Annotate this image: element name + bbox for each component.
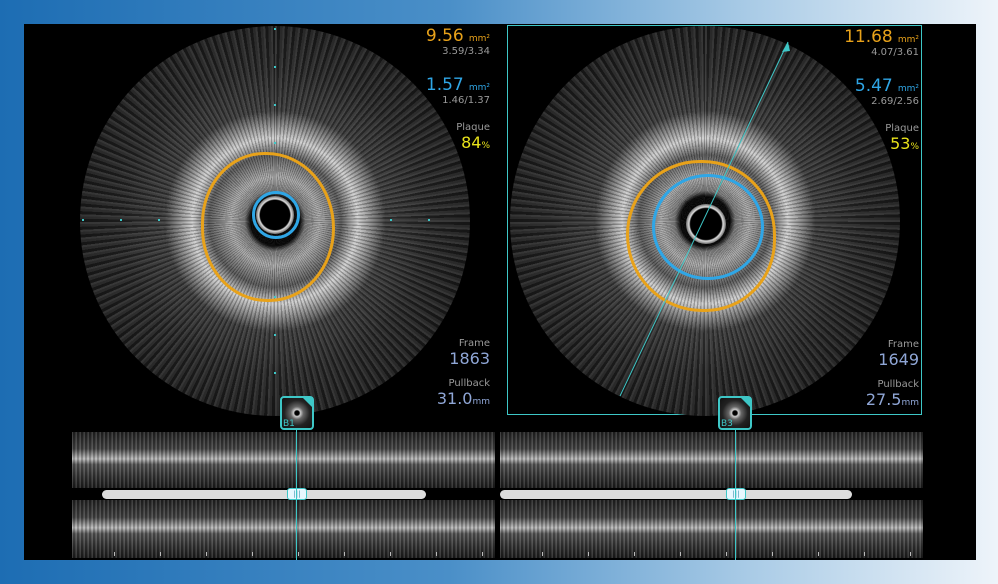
- bookmark-label: B3: [721, 419, 733, 429]
- frame-label: Frame: [458, 338, 490, 349]
- eem-unit: mm²: [468, 34, 490, 44]
- diameter-measurement-line[interactable]: [508, 26, 923, 416]
- plaque-value: 84: [461, 133, 482, 152]
- plaque-value: 53: [890, 134, 911, 153]
- eem-area: 11.68: [844, 27, 893, 47]
- lumen-diameters: 2.69/2.56: [871, 96, 919, 107]
- left-frame-slider[interactable]: |||: [102, 488, 426, 500]
- pullback-label: Pullback: [877, 379, 919, 390]
- left-longitudinal-view-top[interactable]: [72, 432, 495, 488]
- pullback-value: 31.0: [436, 389, 473, 408]
- pullback-label: Pullback: [448, 378, 490, 389]
- catheter: [256, 196, 294, 234]
- pullback-unit: mm: [472, 397, 490, 407]
- lumen-area: 5.47: [854, 76, 893, 96]
- frame-info: Frame 1649 Pullback 27.5mm: [819, 339, 919, 409]
- ivus-thumbnail-icon: [740, 397, 751, 408]
- measurements: 9.56 mm² 3.59/3.34 1.57 mm² 1.46/1.37 Pl…: [390, 26, 490, 152]
- eem-diameters: 3.59/3.34: [442, 46, 490, 57]
- eem-area: 9.56: [425, 26, 464, 46]
- slider-thumb[interactable]: |||: [726, 488, 746, 500]
- lumen-contour[interactable]: [652, 174, 764, 280]
- right-frame-slider[interactable]: |||: [500, 488, 852, 500]
- frame-label: Frame: [887, 339, 919, 350]
- bookmark-label: B1: [283, 419, 295, 429]
- plaque-unit: %: [910, 142, 919, 152]
- plaque-unit: %: [481, 141, 490, 151]
- plaque-label: Plaque: [885, 123, 919, 134]
- length-scale: [114, 552, 494, 556]
- lumen-diameters: 1.46/1.37: [442, 95, 490, 106]
- lumen-unit: mm²: [468, 83, 490, 93]
- bookmark-b3[interactable]: B3: [718, 396, 752, 430]
- right-longitudinal-view-top[interactable]: [500, 432, 923, 488]
- eem-contour[interactable]: [626, 160, 776, 312]
- right-frame-cursor[interactable]: [735, 424, 736, 560]
- left-longitudinal-view-bottom[interactable]: [72, 500, 495, 558]
- frame-value: 1863: [449, 349, 490, 368]
- left-cross-section-panel[interactable]: 9.56 mm² 3.59/3.34 1.57 mm² 1.46/1.37 Pl…: [24, 24, 496, 424]
- frame-info: Frame 1863 Pullback 31.0mm: [390, 338, 490, 408]
- eem-diameters: 4.07/3.61: [871, 47, 919, 58]
- catheter: [686, 204, 726, 244]
- right-cross-section-panel[interactable]: 11.68 mm² 4.07/3.61 5.47 mm² 2.69/2.56 P…: [507, 25, 923, 416]
- slider-thumb[interactable]: |||: [287, 488, 307, 500]
- left-frame-cursor[interactable]: [296, 424, 297, 560]
- lumen-contour[interactable]: [252, 191, 300, 239]
- pullback-value: 27.5: [865, 390, 902, 409]
- eem-unit: mm²: [897, 35, 919, 45]
- ivus-viewer: 9.56 mm² 3.59/3.34 1.57 mm² 1.46/1.37 Pl…: [24, 24, 976, 560]
- plaque-label: Plaque: [456, 122, 490, 133]
- measurements: 11.68 mm² 4.07/3.61 5.47 mm² 2.69/2.56 P…: [819, 27, 919, 153]
- frame-value: 1649: [878, 350, 919, 369]
- lumen-area: 1.57: [425, 75, 464, 95]
- length-scale: [542, 552, 922, 556]
- bookmark-b1[interactable]: B1: [280, 396, 314, 430]
- right-longitudinal-view-bottom[interactable]: [500, 500, 923, 558]
- eem-contour[interactable]: [201, 152, 335, 302]
- ivus-thumbnail-icon: [302, 397, 313, 408]
- pullback-unit: mm: [901, 398, 919, 408]
- lumen-unit: mm²: [897, 84, 919, 94]
